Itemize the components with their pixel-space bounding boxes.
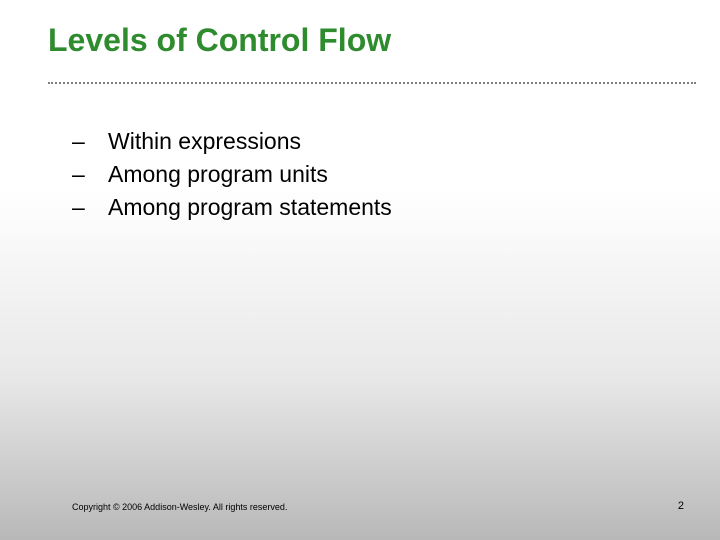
bullet-marker: – (72, 161, 108, 188)
bullet-text: Among program statements (108, 194, 392, 221)
divider (48, 82, 696, 84)
bullet-text: Among program units (108, 161, 328, 188)
copyright-text: Copyright © 2006 Addison-Wesley. All rig… (72, 502, 287, 512)
list-item: – Within expressions (72, 128, 672, 155)
page-number: 2 (678, 500, 684, 512)
bullet-marker: – (72, 128, 108, 155)
slide-title: Levels of Control Flow (48, 22, 391, 59)
bullet-text: Within expressions (108, 128, 301, 155)
list-item: – Among program units (72, 161, 672, 188)
bullet-marker: – (72, 194, 108, 221)
list-item: – Among program statements (72, 194, 672, 221)
slide: Levels of Control Flow – Within expressi… (0, 0, 720, 540)
bullet-list: – Within expressions – Among program uni… (72, 128, 672, 227)
